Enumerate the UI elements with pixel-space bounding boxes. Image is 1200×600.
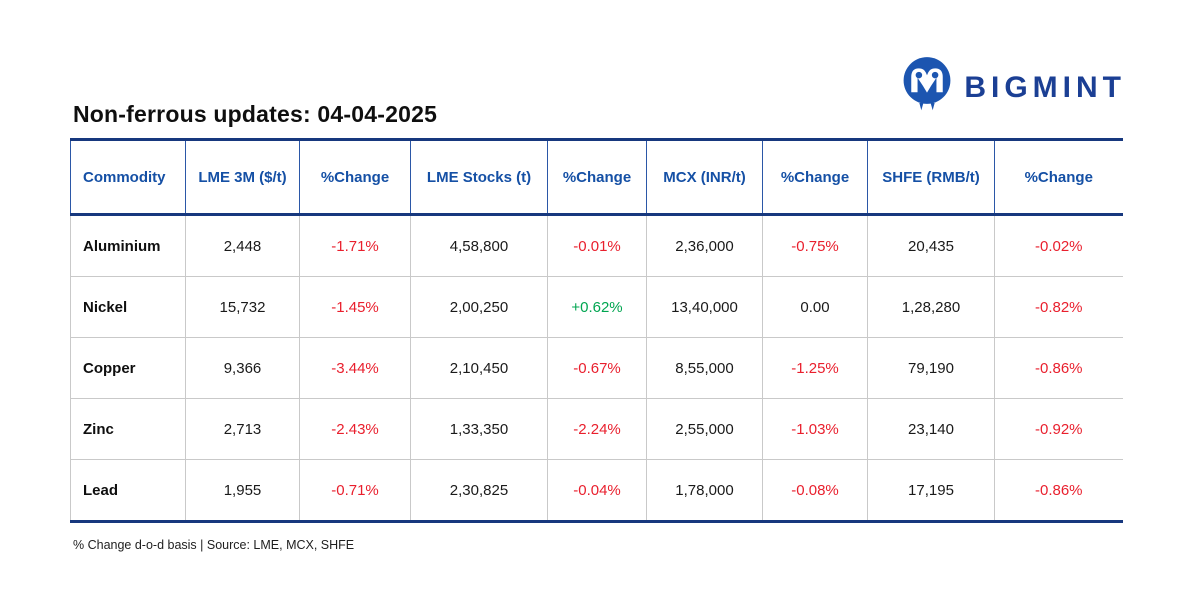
commodity-cell: Nickel [70, 276, 186, 338]
commodity-cell: Copper [70, 337, 186, 399]
commodity-cell: Zinc [70, 398, 186, 460]
column-header: LME 3M ($/t) [185, 139, 300, 216]
column-header: MCX (INR/t) [646, 139, 763, 216]
value-cell: -0.08% [762, 459, 868, 522]
column-header: %Change [994, 139, 1123, 216]
value-cell: 8,55,000 [646, 337, 763, 399]
value-cell: 2,10,450 [410, 337, 548, 399]
value-cell: 0.00 [762, 276, 868, 338]
value-cell: 2,55,000 [646, 398, 763, 460]
table-row: Copper 9,366 -3.44% 2,10,450 -0.67% 8,55,000-… [70, 337, 1123, 399]
column-header: Commodity [70, 139, 186, 216]
value-cell: -0.86% [994, 459, 1123, 522]
value-cell: -0.71% [299, 459, 411, 522]
value-cell: 2,30,825 [410, 459, 548, 522]
value-cell: 4,58,800 [410, 214, 548, 277]
table-row: Zinc 2,713 -2.43% 1,33,350 -2.24% 2,55,000 -1.… [70, 398, 1123, 460]
value-cell: -1.03% [762, 398, 868, 460]
value-cell: -0.92% [994, 398, 1123, 460]
value-cell: -1.71% [299, 214, 411, 277]
column-header: LME Stocks (t) [410, 139, 548, 216]
value-cell: +0.62% [547, 276, 647, 338]
value-cell: 2,36,000 [646, 214, 763, 277]
value-cell: -0.04% [547, 459, 647, 522]
value-cell: 1,33,350 [410, 398, 548, 460]
value-cell: 2,00,250 [410, 276, 548, 338]
value-cell: 13,40,000 [646, 276, 763, 338]
column-header: %Change [547, 139, 647, 216]
value-cell: 23,140 [867, 398, 995, 460]
brand-name: BIGMINT [964, 70, 1126, 104]
value-cell: 17,195 [867, 459, 995, 522]
value-cell: -0.01% [547, 214, 647, 277]
value-cell: 9,366 [185, 337, 300, 399]
value-cell: -1.25% [762, 337, 868, 399]
table-row: Aluminium 2,448 -1.71% 4,58,800 -0.01% 2,36,0… [70, 214, 1123, 277]
table-row: Lead 1,955 -0.71% 2,30,825 -0.04% 1,78,000 -0.… [70, 459, 1123, 522]
table-row: Nickel 15,732 -1.45% 2,00,250 +0.62% 13,40,00… [70, 276, 1123, 338]
brand-logo: BIGMINT [900, 56, 1126, 119]
value-cell: -2.24% [547, 398, 647, 460]
value-cell: 1,28,280 [867, 276, 995, 338]
value-cell: 2,713 [185, 398, 300, 460]
value-cell: 1,955 [185, 459, 300, 522]
column-header: %Change [762, 139, 868, 216]
commodity-cell: Lead [70, 459, 186, 522]
commodity-price-table: Commodity LME 3M ($/t) %Change LME Stocks (… [70, 138, 1123, 523]
value-cell: -0.82% [994, 276, 1123, 338]
commodity-cell: Aluminium [70, 214, 186, 277]
table-header-row: Commodity LME 3M ($/t) %Change LME Stocks (… [70, 139, 1123, 216]
table-body: Aluminium 2,448 -1.71% 4,58,800 -0.01% 2,36,0… [70, 214, 1123, 522]
column-header: SHFE (RMB/t) [867, 139, 995, 216]
value-cell: -0.02% [994, 214, 1123, 277]
page-title: Non-ferrous updates: 04-04-2025 [73, 101, 438, 127]
value-cell: 15,732 [185, 276, 300, 338]
report-card: Non-ferrous updates: 04-04-2025 Commodit… [70, 101, 1123, 552]
bigmint-logo-icon [900, 56, 954, 119]
value-cell: 20,435 [867, 214, 995, 277]
value-cell: -0.86% [994, 337, 1123, 399]
value-cell: -0.75% [762, 214, 868, 277]
value-cell: -2.43% [299, 398, 411, 460]
value-cell: -3.44% [299, 337, 411, 399]
value-cell: 1,78,000 [646, 459, 763, 522]
source-note: % Change d-o-d basis | Source: LME, MCX,… [73, 538, 355, 552]
column-header: %Change [299, 139, 411, 216]
value-cell: 79,190 [867, 337, 995, 399]
value-cell: -1.45% [299, 276, 411, 338]
value-cell: -0.67% [547, 337, 647, 399]
value-cell: 2,448 [185, 214, 300, 277]
